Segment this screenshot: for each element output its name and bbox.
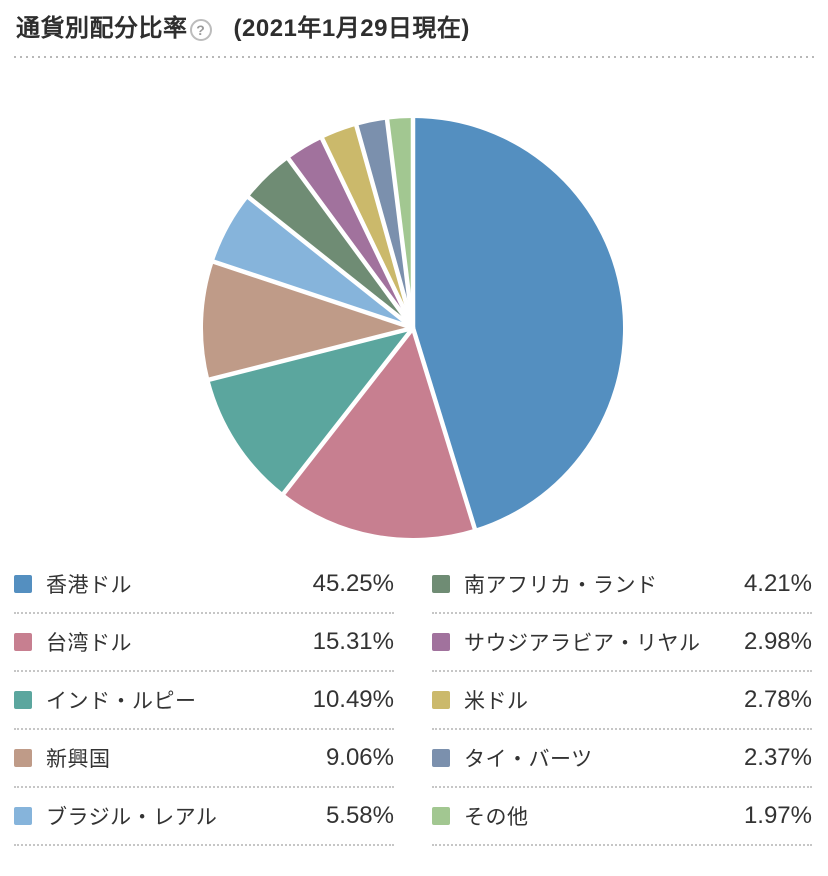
legend-value: 9.06% <box>325 744 394 771</box>
pie-slice <box>288 138 413 328</box>
legend-label: 台湾ドル <box>46 632 132 655</box>
legend-swatch <box>14 807 32 825</box>
legend-swatch <box>14 749 32 767</box>
pie-slice-gap <box>206 325 414 383</box>
legend-swatch <box>14 633 32 651</box>
pie-slice <box>213 197 413 328</box>
chart-area <box>0 58 828 556</box>
legend-label: 米ドル <box>464 690 529 713</box>
legend-swatch <box>432 749 450 767</box>
legend-value: 2.37% <box>743 744 812 771</box>
pie-slice-gap <box>245 194 415 330</box>
pie-slice-gap <box>410 327 478 532</box>
pie-slice <box>209 328 413 494</box>
legend-label: タイ・バーツ <box>464 748 593 771</box>
legend-value: 15.31% <box>312 628 394 655</box>
legend-row: その他 1.97% <box>432 788 812 846</box>
legend-value: 2.78% <box>743 686 812 713</box>
pie-slice <box>248 158 413 328</box>
legend-row: ブラジル・レアル 5.58% <box>14 788 394 846</box>
legend-label: 香港ドル <box>46 574 132 597</box>
legend-swatch <box>432 691 450 709</box>
legend-row: インド・ルピー 10.49% <box>14 672 394 730</box>
legend-value: 45.25% <box>312 570 394 597</box>
pie-slice-gap <box>353 123 416 329</box>
legend-label: その他 <box>464 806 529 829</box>
pie-slice-gap <box>319 135 416 329</box>
legend-swatch <box>14 575 32 593</box>
legend-swatch <box>14 691 32 709</box>
legend-value: 4.21% <box>743 570 812 597</box>
legend-swatch <box>432 633 450 651</box>
legend-row: タイ・バーツ 2.37% <box>432 730 812 788</box>
legend-label: サウジアラビア・リヤル <box>464 632 701 655</box>
pie-slice-gap <box>384 117 416 329</box>
pie-slice <box>413 118 624 529</box>
legend-value: 10.49% <box>312 686 394 713</box>
legend-label: インド・ルピー <box>46 690 197 713</box>
legend-swatch <box>432 807 450 825</box>
as-of-date: (2021年1月29日現在) <box>233 15 470 42</box>
legend-column-right: 南アフリカ・ランド 4.21% サウジアラビア・リヤル 2.98% 米ドル 2.78% タイ… <box>432 556 812 846</box>
page-title: 通貨別配分比率 <box>16 15 188 42</box>
pie-slice-gap <box>280 326 415 497</box>
legend-row: 南アフリカ・ランド 4.21% <box>432 556 812 614</box>
legend-row: サウジアラビア・リヤル 2.98% <box>432 614 812 672</box>
pie-slice-gap <box>285 155 415 330</box>
legend-value: 2.98% <box>743 628 812 655</box>
legend-column-left: 香港ドル 45.25% 台湾ドル 15.31% インド・ルピー 10.49% 新興国 9.06… <box>14 556 394 846</box>
legend-row: 新興国 9.06% <box>14 730 394 788</box>
legend-label: ブラジル・レアル <box>46 806 218 829</box>
header: 通貨別配分比率 ? (2021年1月29日現在) <box>0 0 828 43</box>
legend-row: 台湾ドル 15.31% <box>14 614 394 672</box>
pie-slice <box>202 261 413 380</box>
help-icon[interactable]: ? <box>189 18 212 41</box>
legend-value: 5.58% <box>325 802 394 829</box>
title-separator <box>14 56 814 58</box>
legend-row: 香港ドル 45.25% <box>14 556 394 614</box>
legend-value: 1.97% <box>743 802 812 829</box>
legend-label: 新興国 <box>46 748 111 771</box>
legend-row: 米ドル 2.78% <box>432 672 812 730</box>
pie-chart <box>202 116 624 539</box>
legend-label: 南アフリカ・ランド <box>464 574 658 597</box>
pie-slice-gap <box>211 258 414 331</box>
legend-swatch <box>432 575 450 593</box>
legend: 香港ドル 45.25% 台湾ドル 15.31% インド・ルピー 10.49% 新興国 9.06… <box>0 556 828 846</box>
